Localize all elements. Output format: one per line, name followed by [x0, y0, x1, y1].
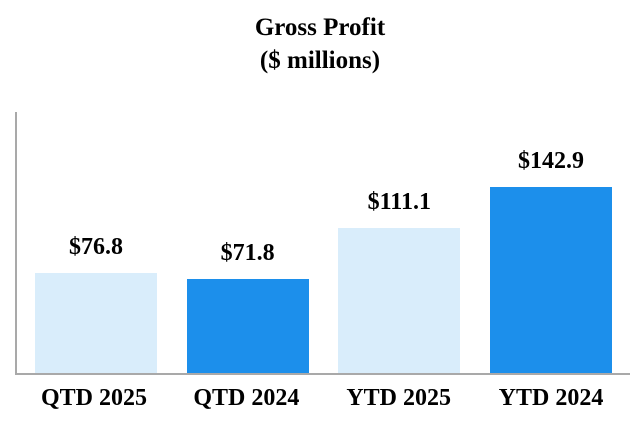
- bar-value-label: $142.9: [517, 148, 584, 174]
- bar-value-label: $71.8: [220, 240, 275, 266]
- bar-column: $71.8: [186, 240, 309, 373]
- bar-column: $142.9: [489, 148, 612, 373]
- chart-title-line1: Gross Profit: [254, 14, 386, 41]
- category-label: YTD 2025: [346, 385, 451, 411]
- bar-column: $76.8: [35, 234, 157, 373]
- bars-group: $76.8 $71.8 $111.1 $142.9: [17, 112, 630, 373]
- category-label: QTD 2024: [193, 385, 300, 411]
- category-label: YTD 2024: [498, 385, 604, 411]
- bar: [35, 273, 157, 373]
- chart-title-line2: ($ millions): [259, 46, 381, 74]
- category-label: QTD 2025: [40, 385, 147, 411]
- category-axis-labels: QTD 2025 QTD 2024 YTD 2025 YTD 2024: [15, 385, 630, 412]
- bar-column: $111.1: [338, 189, 461, 373]
- bar-value-label: $76.8: [69, 234, 123, 260]
- bar: [338, 228, 461, 373]
- bar-value-label: $111.1: [367, 189, 431, 215]
- plot-area: $76.8 $71.8 $111.1 $142.9: [15, 112, 630, 375]
- bar: [489, 187, 612, 373]
- chart-title: Gross Profit ($ millions): [0, 12, 640, 77]
- bar: [186, 279, 309, 373]
